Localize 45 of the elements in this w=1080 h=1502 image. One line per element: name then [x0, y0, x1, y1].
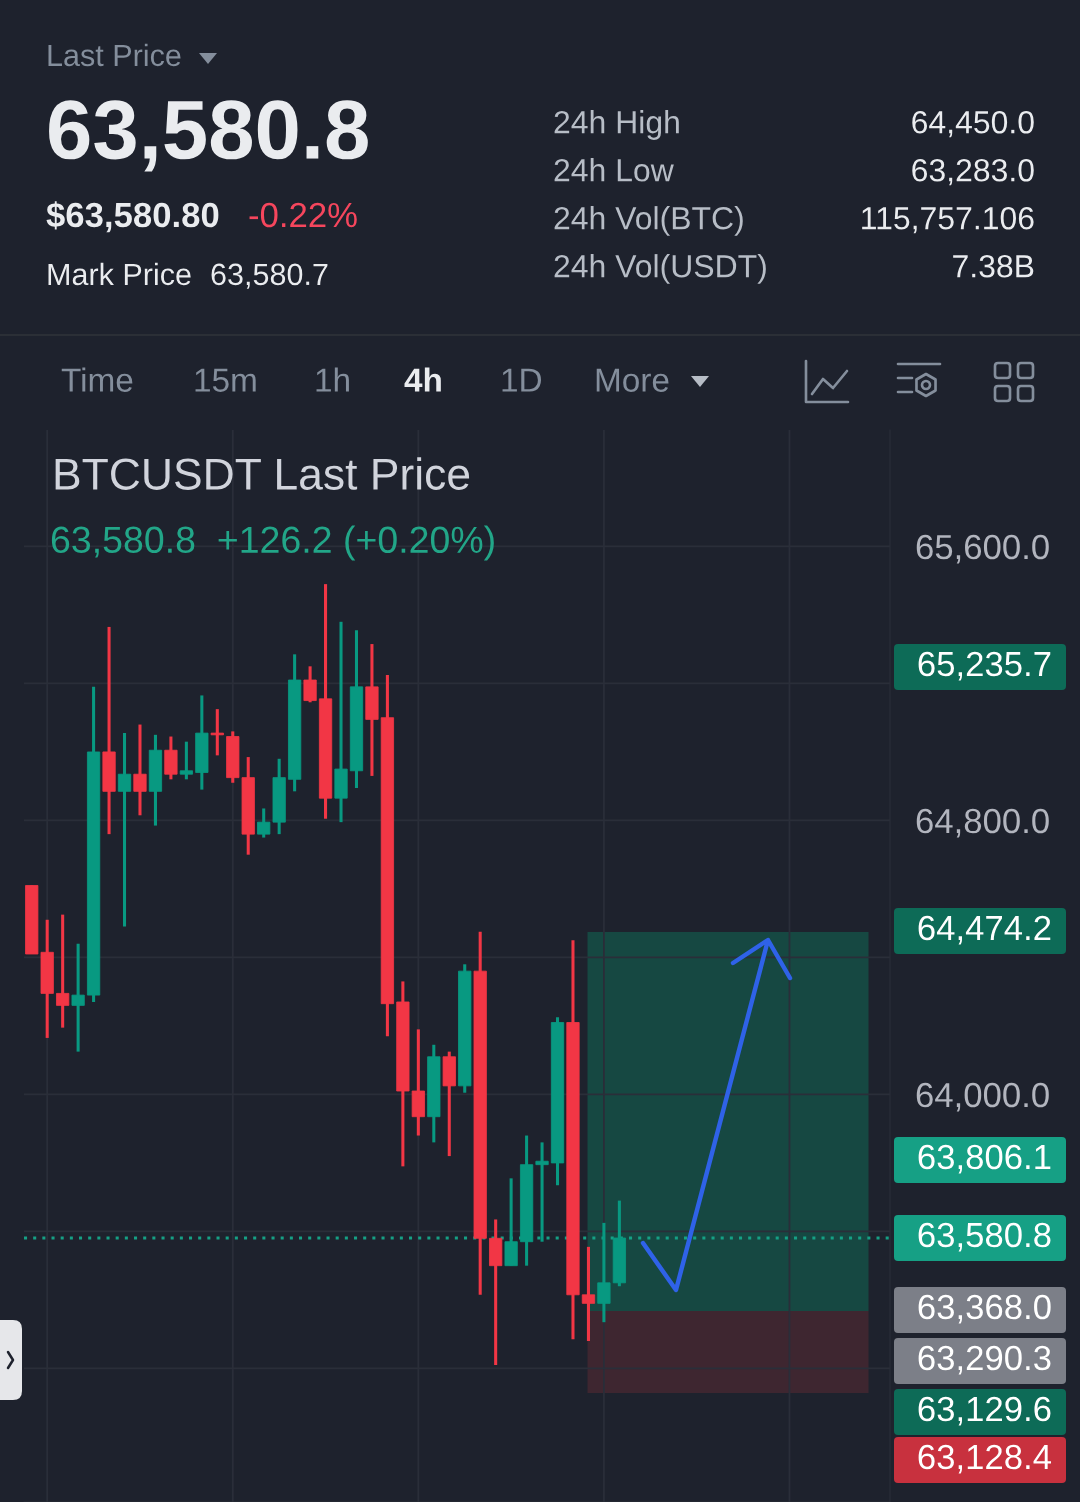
text: Mark Price [48, 262, 191, 286]
text: 63,580.8 [49, 100, 368, 172]
chart-title: BTCUSDT Last Price [55, 457, 470, 490]
y-tick-label: 64,800.0 [916, 808, 1049, 838]
text: 24h Vol(BTC) [554, 206, 743, 236]
y-tick-label: 64,000.0 [916, 1082, 1049, 1112]
text: 1h [316, 367, 349, 392]
text: 7.38B [953, 254, 1034, 278]
text: $63,580.80 [46, 201, 219, 233]
candlestick [581, 1245, 596, 1342]
text: 63,580.8 +126.2 (+0.20%) [51, 525, 494, 561]
candlestick [535, 1142, 549, 1242]
text: 15m [195, 368, 256, 392]
text: More [596, 368, 669, 392]
candlestick [56, 914, 70, 1028]
text: 64,474.2 [918, 915, 1051, 945]
y-tick-label: 65,600.0 [916, 534, 1049, 564]
text: 63,580.7 [211, 263, 328, 289]
text: 65,235.7 [918, 651, 1051, 681]
text: Last Price [48, 43, 181, 67]
text: 1D [502, 368, 542, 392]
candlestick [210, 709, 224, 756]
candlestick [504, 1178, 518, 1267]
text: Time [61, 367, 133, 392]
text: 24h Low [554, 158, 674, 182]
candlestick [133, 724, 147, 816]
text: 63,128.4 [918, 1444, 1051, 1474]
candlestick [303, 666, 317, 703]
candlestick [164, 736, 178, 780]
text: 63,283.0 [912, 158, 1034, 186]
text: 115,757.106 [862, 206, 1034, 234]
text: 63,129.6 [918, 1396, 1051, 1426]
candlestick [71, 943, 85, 1052]
ref-line-label: 63,580.8 [918, 1222, 1051, 1252]
text: 24h High [554, 110, 679, 140]
text: -0.22% [249, 202, 357, 228]
text: 64,450.0 [912, 110, 1034, 138]
candlestick [597, 1221, 611, 1324]
text: 63,368.0 [918, 1294, 1051, 1324]
candlestick [117, 733, 132, 927]
text: 24h Vol(USDT) [554, 254, 766, 284]
text: 63,806.1 [918, 1144, 1051, 1174]
text: 4h [404, 367, 441, 392]
text: 63,290.3 [918, 1345, 1051, 1375]
candlestick [179, 741, 193, 780]
